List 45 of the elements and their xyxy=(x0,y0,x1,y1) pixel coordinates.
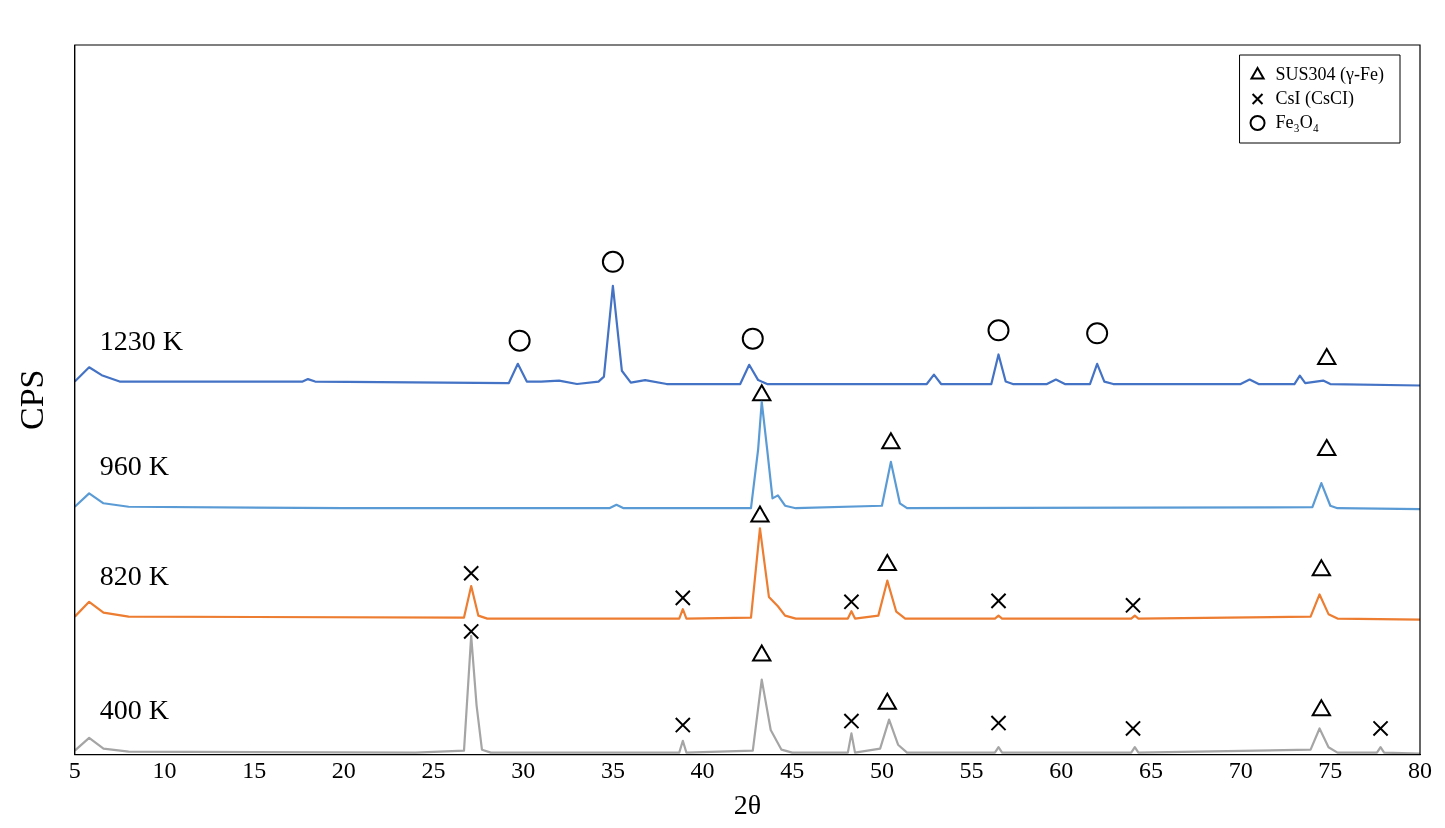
point xyxy=(463,623,480,640)
series-label: 400 K xyxy=(99,693,170,725)
y-axis-title: CPS xyxy=(13,369,51,431)
x-tick-label: 60 xyxy=(1049,757,1074,784)
legend-label: SUS304 (γ-Fe) xyxy=(1275,63,1385,85)
point xyxy=(752,384,772,402)
point xyxy=(463,565,480,582)
x-tick-label: 25 xyxy=(421,757,446,784)
point xyxy=(1372,720,1389,737)
legend-label: CsI (CsCI) xyxy=(1275,87,1355,109)
point xyxy=(1124,720,1142,737)
point xyxy=(1311,559,1332,577)
point xyxy=(843,593,860,610)
x-tick-label: 20 xyxy=(331,757,356,784)
point xyxy=(1124,597,1142,614)
point xyxy=(843,713,860,730)
series-label: 1230 K xyxy=(99,324,184,356)
point xyxy=(508,329,531,352)
legend-label: Fe₃O₄ xyxy=(1275,111,1320,132)
point xyxy=(674,716,691,734)
point xyxy=(741,327,764,350)
x-tick-label: 55 xyxy=(959,757,984,784)
series-label: 960 K xyxy=(99,449,170,481)
point xyxy=(1317,439,1337,457)
series-label: 820 K xyxy=(99,559,170,591)
x-tick-label: 5 xyxy=(68,757,81,784)
x-tick-label: 35 xyxy=(600,757,625,784)
point xyxy=(987,319,1010,342)
x-tick-label: 30 xyxy=(511,757,536,784)
point xyxy=(990,714,1007,732)
x-tick-label: 10 xyxy=(152,757,177,784)
x-tick-label: 45 xyxy=(780,757,805,784)
x-tick-label: 65 xyxy=(1138,757,1163,784)
point xyxy=(601,250,624,273)
point xyxy=(1086,322,1109,345)
x-tick-label: 80 xyxy=(1408,757,1432,784)
point xyxy=(881,432,901,450)
x-axis-title: 2θ xyxy=(733,788,762,820)
point xyxy=(674,589,691,606)
point xyxy=(990,592,1007,609)
x-tick-label: 50 xyxy=(869,757,894,784)
x-tick-label: 75 xyxy=(1318,757,1343,784)
x-tick-label: 15 xyxy=(242,757,267,784)
x-tick-label: 70 xyxy=(1228,757,1253,784)
x-tick-label: 40 xyxy=(690,757,715,784)
